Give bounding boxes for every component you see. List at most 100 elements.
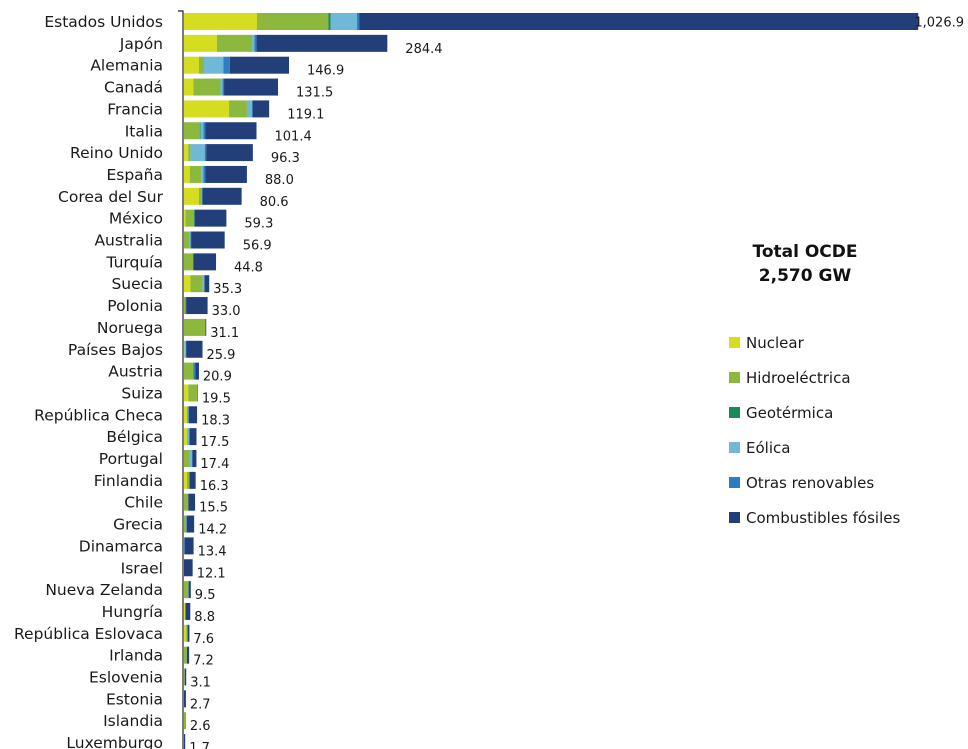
bar-segment [188,144,191,162]
bar-segment [203,122,206,140]
total-label: Total OCDE 2,570 GW [705,240,905,288]
bar-segment [190,231,192,249]
bar-segment [184,668,187,686]
bar-segment [184,690,186,708]
legend-label: Nuclear [746,333,804,352]
bar-segment [202,275,205,293]
bar-segment [199,187,202,205]
bar-segment [190,275,203,293]
legend-item: Otras renovables [729,465,900,500]
value-label: 14.2 [198,523,227,538]
category-label: México [109,210,163,228]
category-label: Alemania [90,57,163,75]
value-label: 80.6 [260,195,289,210]
bar-segment [330,13,358,30]
labels-layer: Estados Unidos 1,026.9 Japón 284.4 Alemania 1… [14,13,964,749]
category-label: Irlanda [109,647,163,665]
bar-segment [185,297,187,315]
bar-segment [184,318,206,336]
bar-segment [205,165,247,183]
category-label: Chile [124,494,163,512]
category-label: Estonia [106,690,163,708]
value-label: 2.6 [190,719,211,734]
bar-segment [199,56,205,74]
bar-segment [184,100,230,118]
bar-segment [184,275,191,293]
legend: Nuclear Hidroeléctrica Geotérmica Eólica Otr… [729,325,900,535]
category-label: Nueva Zelanda [45,581,163,599]
bar-segment [184,471,187,489]
value-label: 96.3 [271,151,300,166]
bar-segment [184,165,190,183]
bar-segment [184,56,200,74]
bar-segment [190,144,205,162]
bar-segment [184,406,187,424]
value-label: 15.5 [199,501,228,516]
category-label: Polonia [107,297,163,315]
legend-item: Eólica [729,430,900,465]
value-label: 12.1 [197,566,226,581]
category-label: Francia [107,100,163,118]
value-label: 101.4 [275,129,312,144]
bar-segment [184,515,187,533]
bar-segment [184,13,257,30]
bar-segment [189,471,196,489]
bar-segment [184,712,186,730]
bar-segment [205,122,257,140]
bar-segment [188,493,196,511]
bar-segment [188,406,189,424]
value-label: 3.1 [190,676,211,691]
bar-segment [184,340,186,358]
value-label: 8.8 [194,610,215,625]
value-label: 17.4 [200,457,229,472]
total-label-line-1: Total OCDE [752,242,858,262]
bar-segment [205,318,207,336]
value-label: 88.0 [265,173,294,188]
bar-segment [252,34,255,52]
bar-segment [206,144,253,162]
value-label: 31.1 [210,326,239,341]
legend-item: Combustibles fósiles [729,500,900,535]
bar-segment [200,122,204,140]
bar-segment [186,646,190,664]
value-label: 17.5 [201,435,230,450]
value-label: 16.3 [200,479,229,494]
value-label: 59.3 [244,217,273,232]
category-label: Finlandia [94,472,163,490]
legend-item: Hidroeléctrica [729,360,900,395]
bar-segment [184,231,190,249]
bar-segment [184,734,186,749]
value-label: 2.7 [190,697,211,712]
category-axis [178,10,184,749]
value-label: 18.3 [201,413,230,428]
legend-label: Combustibles fósiles [746,508,901,527]
bar-segment [193,362,196,380]
bar-segment [193,253,217,271]
bar-segment [246,100,252,118]
bar-segment [184,428,187,446]
bar-segment [184,253,194,271]
value-label: 33.0 [212,304,241,319]
bar-segment [184,362,194,380]
bar-segment [184,450,189,467]
bar-segment [186,515,187,533]
bar-segment [203,165,206,183]
bar-segment [256,34,388,52]
bar-segment [184,646,187,664]
legend-label: Otras renovables [746,473,875,492]
category-label: Israel [121,559,163,577]
value-label: 9.5 [195,588,216,603]
value-label: 131.5 [296,86,333,101]
bar-segment [204,275,210,293]
legend-swatch [729,477,740,488]
bar-segment [186,340,203,358]
bar-segment [192,450,197,467]
bar-segment [189,406,198,424]
category-label: Australia [94,232,163,250]
bar-segment [191,450,193,467]
bar-segment [186,471,190,489]
bar-segment [184,78,194,96]
category-label: Estados Unidos [44,13,163,31]
category-label: Bélgica [106,428,163,446]
